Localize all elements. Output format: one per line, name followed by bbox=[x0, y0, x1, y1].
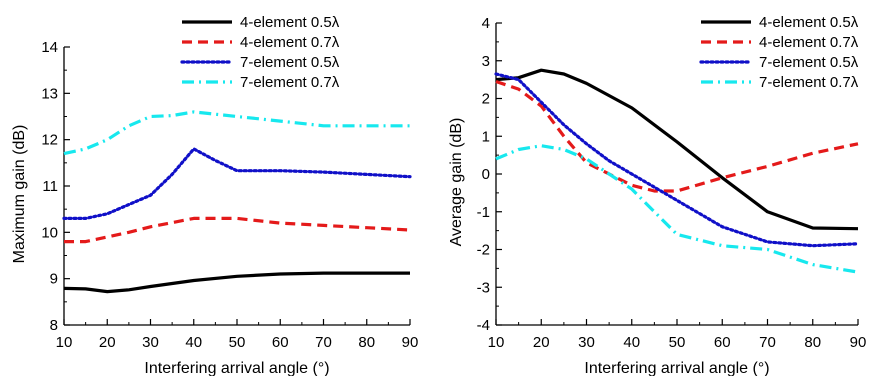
legend: 4-element 0.5λ 4-element 0.7λ 7-element 0.… bbox=[699, 14, 859, 91]
x-tick-label: 90 bbox=[850, 334, 867, 351]
left-chart-max-gain: 10 20 30 40 50 60 70 80 90 8 9 10 11 12 13 14 Interferin… bbox=[11, 14, 418, 376]
x-tick-label: 70 bbox=[759, 334, 776, 351]
y-tick-label: 3 bbox=[482, 53, 490, 70]
right-chart-average-gain: 10 20 30 40 50 60 70 80 90 -4 -3 -2 -1 0 1 2 3 4 Interferi… bbox=[448, 14, 866, 376]
legend-label-2: 4-element 0.7λ bbox=[759, 34, 859, 51]
x-tick-label: 60 bbox=[272, 334, 289, 351]
legend-label-1: 4-element 0.5λ bbox=[240, 14, 340, 31]
series-line-4 bbox=[495, 144, 859, 274]
series-line-3 bbox=[62, 147, 412, 220]
x-tick-label: 40 bbox=[623, 334, 640, 351]
y-tick-label: -1 bbox=[477, 204, 490, 221]
x-tick-label: 30 bbox=[578, 334, 595, 351]
x-tick-label: 10 bbox=[488, 334, 505, 351]
series-line-2 bbox=[64, 216, 411, 244]
y-tick-label: 10 bbox=[41, 224, 58, 241]
x-tick-label: 70 bbox=[315, 334, 332, 351]
y-tick-label: 9 bbox=[50, 271, 58, 288]
x-tick-label: 80 bbox=[358, 334, 375, 351]
x-tick-label: 20 bbox=[99, 334, 116, 351]
x-tick-label: 20 bbox=[533, 334, 550, 351]
series-line-3 bbox=[494, 72, 860, 248]
y-tick-label: 14 bbox=[41, 39, 58, 56]
x-axis-title: Interfering arrival angle (°) bbox=[584, 360, 769, 376]
legend-label-3: 7-element 0.5λ bbox=[240, 54, 340, 71]
y-tick-label: 1 bbox=[482, 128, 490, 145]
y-tick-label: -3 bbox=[477, 279, 490, 296]
y-tick-label: 8 bbox=[50, 317, 58, 334]
x-axis-title: Interfering arrival angle (°) bbox=[144, 360, 329, 376]
series-line-1 bbox=[63, 271, 410, 294]
legend-label-4: 7-element 0.7λ bbox=[759, 74, 859, 91]
y-tick-label: 2 bbox=[482, 91, 490, 108]
series-line-1 bbox=[495, 68, 859, 231]
legend-label-1: 4-element 0.5λ bbox=[759, 14, 859, 31]
series-line-4 bbox=[63, 110, 410, 156]
x-tick-label: 50 bbox=[229, 334, 246, 351]
series-line-2 bbox=[495, 79, 859, 193]
y-tick-label: 13 bbox=[41, 85, 58, 102]
y-tick-label: 11 bbox=[42, 178, 58, 195]
y-tick-label: -4 bbox=[477, 317, 490, 334]
y-tick-label: 0 bbox=[482, 166, 490, 183]
y-tick-label: -2 bbox=[477, 242, 490, 259]
x-tick-label: 50 bbox=[669, 334, 686, 351]
x-tick-label: 60 bbox=[714, 334, 731, 351]
x-tick-label: 30 bbox=[142, 334, 159, 351]
x-tick-label: 10 bbox=[56, 334, 73, 351]
y-tick-label: 4 bbox=[482, 15, 490, 32]
y-axis-title: Maximum gain (dB) bbox=[11, 125, 28, 264]
y-axis-title: Average gain (dB) bbox=[448, 118, 465, 247]
legend: 4-element 0.5λ 4-element 0.7λ 7-element 0.… bbox=[180, 14, 340, 91]
legend-label-4: 7-element 0.7λ bbox=[240, 74, 340, 91]
legend-label-3: 7-element 0.5λ bbox=[759, 54, 859, 71]
x-tick-label: 80 bbox=[804, 334, 821, 351]
legend-label-2: 4-element 0.7λ bbox=[240, 34, 340, 51]
x-tick-label: 90 bbox=[402, 334, 419, 351]
x-tick-label: 40 bbox=[185, 334, 202, 351]
y-tick-label: 12 bbox=[41, 132, 58, 149]
